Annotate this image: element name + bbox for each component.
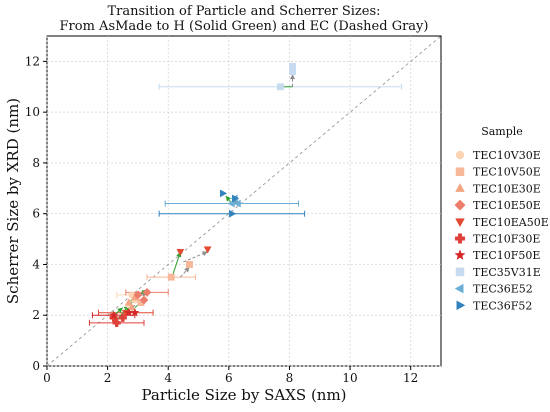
point-tec10f50e: [109, 310, 119, 320]
y-tick-label: 6: [32, 207, 40, 221]
legend-marker-tec10f50e: [454, 249, 466, 260]
x-tick-label: 2: [104, 371, 112, 385]
ec-arrow-head: [202, 251, 208, 257]
h-arrow-head: [117, 307, 123, 313]
point-tec10ea50e: [203, 246, 212, 254]
x-tick-label: 6: [225, 371, 233, 385]
legend-label-tec10e30e: TEC10E30E: [473, 182, 541, 195]
legend-marker-tec10f30e: [454, 233, 466, 244]
legend-label-tec10e50e: TEC10E50E: [473, 199, 541, 212]
point-tec10v50e: [185, 261, 193, 268]
legend-items: TEC10V30E TEC10V50E TEC10E30E TEC10E50E TEC1…: [454, 149, 549, 312]
point-tec10e30e: [124, 298, 133, 306]
legend-title: Sample: [481, 125, 523, 138]
legend-marker-tec36f52: [456, 300, 466, 311]
x-tick-label: 4: [164, 371, 172, 385]
y-tick-label: 10: [25, 105, 40, 119]
y-axis-label: Scherrer Size by XRD (nm): [4, 98, 22, 304]
legend: Sample TEC10V30E TEC10V50E TEC10E30E TEC10E…: [454, 125, 549, 312]
legend-label-tec35v31e: TEC35V31E: [473, 266, 541, 279]
point-tec10ea50e: [176, 248, 185, 257]
legend-marker-tec36e52: [454, 283, 464, 294]
legend-marker-tec10e30e: [455, 183, 465, 192]
legend-marker-tec35v31e: [455, 267, 465, 277]
x-tick-label: 12: [403, 371, 418, 385]
legend-marker-tec10v30e: [455, 150, 465, 160]
x-tick-label: 8: [286, 371, 294, 385]
y-tick-label: 2: [32, 308, 40, 322]
legend-label-tec10f30e: TEC10F30E: [473, 233, 540, 246]
y-tick-label: 12: [25, 54, 40, 68]
ec-arrow-head: [289, 74, 296, 80]
legend-marker-tec10v50e: [455, 167, 465, 176]
point-tec10e50e: [133, 290, 143, 300]
point-tec10e50e: [139, 295, 149, 305]
point-tec35v31e: [289, 68, 296, 75]
point-tec36f52: [229, 209, 237, 218]
legend-label-tec36f52: TEC36F52: [473, 299, 532, 312]
point-tec10f50e: [130, 307, 140, 317]
chart-title-line2: From AsMade to H (Solid Green) and EC (D…: [60, 19, 429, 34]
ec-arrow-head: [184, 267, 190, 273]
legend-marker-tec10ea50e: [455, 218, 465, 228]
point-tec36f52: [232, 194, 240, 203]
legend-label-tec10ea50e: TEC10EA50E: [473, 216, 549, 229]
x-tick-label: 0: [43, 371, 51, 385]
axis-ticks: 0 2 4 6 8 10 12 0 2 4 6 8 10 12: [25, 54, 419, 385]
point-tec10e50e: [142, 287, 152, 297]
x-tick-label: 10: [342, 371, 357, 385]
y-tick-label: 0: [32, 359, 40, 373]
legend-marker-tec10e50e: [454, 199, 466, 211]
y-tick-label: 4: [32, 257, 40, 271]
identity-line: [46, 35, 442, 367]
point-tec10e30e: [127, 303, 136, 311]
data-points: [109, 63, 296, 327]
point-tec10v50e: [167, 273, 175, 281]
point-tec36f52: [219, 189, 228, 198]
chart-title-line1: Transition of Particle and Scherrer Size…: [107, 4, 380, 19]
point-tec35v31e: [276, 83, 284, 91]
legend-label-tec36e52: TEC36E52: [473, 283, 533, 296]
x-axis-label: Particle Size by SAXS (nm): [141, 386, 346, 404]
legend-label-tec10v30e: TEC10V30E: [473, 149, 541, 162]
legend-label-tec10v50e: TEC10V50E: [473, 166, 541, 179]
point-tec10f30e: [118, 313, 127, 322]
y-tick-label: 8: [32, 156, 40, 170]
point-tec36e52: [233, 199, 241, 208]
legend-label-tec10f50e: TEC10F50E: [473, 249, 540, 262]
h-arrow-head: [225, 195, 231, 202]
